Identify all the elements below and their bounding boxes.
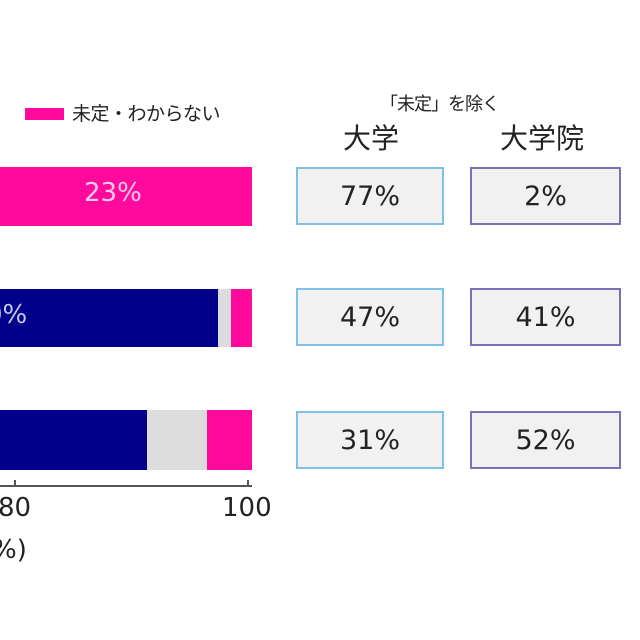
value-box-row1-university: 77% bbox=[296, 167, 444, 225]
x-axis-unit: %) bbox=[0, 535, 27, 565]
column-header-university: 大学 bbox=[343, 122, 400, 155]
value-box-row2-university: 47% bbox=[296, 288, 444, 346]
bar-row2-label: 0% bbox=[0, 300, 28, 330]
bar-row3-undecided bbox=[207, 410, 252, 470]
legend-swatch-undecided bbox=[25, 108, 64, 120]
bar-row3-gray bbox=[147, 410, 207, 470]
value-box-row1-graduate: 2% bbox=[470, 167, 621, 225]
bar-row1-label: 23% bbox=[84, 178, 142, 208]
x-tick-100 bbox=[247, 480, 249, 486]
bar-row2-navy bbox=[0, 289, 218, 347]
x-tick-label-100: 100 bbox=[222, 493, 272, 523]
bar-row2-undecided bbox=[231, 289, 252, 347]
x-tick-label-80: 80 bbox=[0, 493, 32, 523]
bar-row3-navy bbox=[0, 410, 147, 470]
value-box-row3-university: 31% bbox=[296, 411, 444, 469]
legend-label-undecided: 未定・わからない bbox=[72, 103, 221, 125]
value-box-row3-graduate: 52% bbox=[470, 411, 621, 469]
value-box-row2-graduate: 41% bbox=[470, 288, 621, 346]
side-table-note: 「未定」を除く bbox=[380, 94, 500, 115]
bar-row1-undecided bbox=[0, 167, 252, 226]
bar-row2-gray bbox=[218, 289, 231, 347]
x-axis-line bbox=[0, 485, 252, 487]
column-header-graduate-school: 大学院 bbox=[500, 122, 585, 155]
x-tick-80 bbox=[14, 480, 16, 486]
